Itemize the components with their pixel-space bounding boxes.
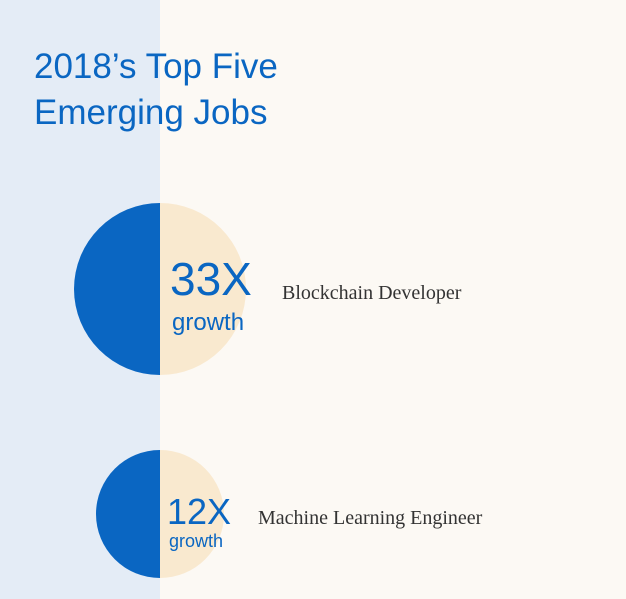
circle-right bbox=[160, 450, 224, 578]
title-line: Emerging Jobs bbox=[34, 93, 267, 132]
growth-label: growth bbox=[172, 309, 244, 336]
growth-value: 12X bbox=[167, 491, 231, 532]
title-line: 2018’s Top Five bbox=[34, 47, 278, 86]
growth-label: growth bbox=[169, 531, 223, 551]
job-title: Blockchain Developer bbox=[282, 282, 462, 304]
job-title: Machine Learning Engineer bbox=[258, 507, 483, 529]
circle-left bbox=[74, 203, 160, 375]
growth-value: 33X bbox=[170, 253, 252, 305]
circle-right bbox=[160, 203, 246, 375]
circle-left bbox=[96, 450, 160, 578]
